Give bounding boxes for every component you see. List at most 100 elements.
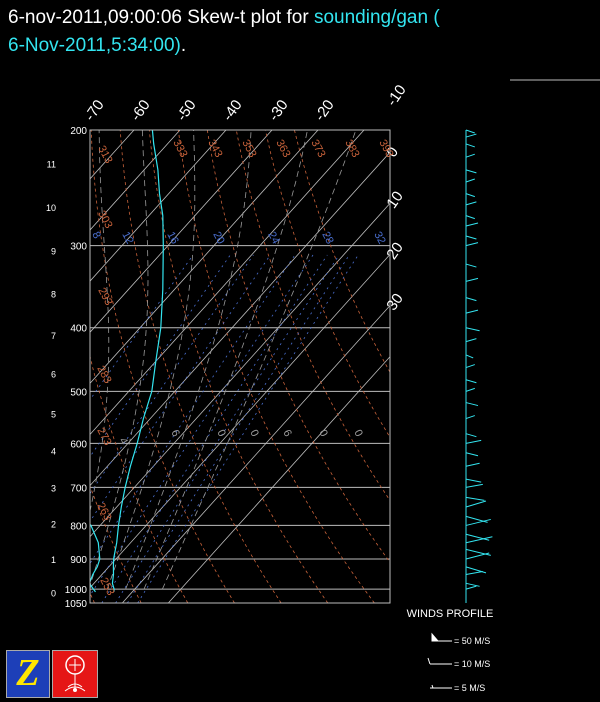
mixing-ratio-line: [90, 254, 194, 401]
wind-barb: [465, 297, 477, 302]
wind-barb: [465, 222, 479, 227]
wind-barb: [465, 518, 491, 526]
isotherm: [90, 130, 181, 231]
wind-barb: [465, 462, 480, 467]
isotherm: [122, 304, 390, 603]
pressure-tick-label: 800: [70, 521, 87, 532]
wind-profile: [465, 129, 493, 603]
dry-adiabat-label: 263: [94, 501, 113, 523]
wind-barb: [465, 143, 475, 148]
height-tick-label: 1: [51, 555, 56, 565]
wind-barb: [465, 242, 479, 247]
wind-barb: [465, 439, 482, 444]
mixing-ratio-line: [90, 254, 271, 523]
wind-barb: [465, 483, 483, 488]
mixing-ratio-label: 20: [210, 230, 226, 246]
wind-barb: [465, 354, 474, 359]
moist-adiabat-label: 0: [351, 428, 364, 439]
mixing-ratio-line: [101, 254, 328, 603]
height-tick-label: 2: [51, 520, 56, 530]
isotherm: [90, 130, 273, 333]
wind-barb: [465, 548, 491, 556]
dry-adiabat: [0, 130, 48, 603]
legend-heading: WINDS PROFILE: [407, 608, 494, 620]
legend-label-5: = 5 M/S: [454, 683, 485, 693]
mixing-ratio-label: 32: [371, 230, 387, 246]
moist-adiabat: [4, 130, 22, 589]
legend-barb-5-icon: [430, 684, 452, 689]
legend-label-50: = 50 M/S: [454, 636, 490, 646]
temperature-tick-label: -10: [383, 82, 409, 110]
height-tick-label: 8: [51, 290, 56, 300]
title-sounding-time: 6-Nov-2011,5:34:00): [8, 35, 181, 56]
pressure-tick-label: 400: [70, 324, 87, 335]
pressure-tick-label: 1050: [65, 599, 88, 610]
wind-barb: [465, 515, 488, 523]
title-date: 6-nov-2011,09:00:06 Skew-t plot for: [8, 7, 314, 28]
wind-barb: [465, 364, 475, 369]
height-tick-label: 5: [51, 409, 56, 419]
moist-adiabat: [31, 130, 46, 589]
z-logo-icon: Z: [6, 650, 50, 698]
dry-adiabat-label: 363: [273, 138, 292, 160]
moist-adiabat-label: 6: [168, 428, 181, 439]
dry-adiabat-label: 343: [205, 138, 224, 160]
dry-adiabat: [119, 130, 282, 603]
wind-barb: [465, 433, 477, 438]
pressure-tick-label: 700: [70, 483, 87, 494]
wind-barb: [465, 402, 479, 407]
title-period: .: [180, 35, 187, 56]
dry-adiabat: [265, 130, 390, 439]
wind-barb: [465, 201, 477, 206]
isotherm: [90, 130, 319, 384]
temperature-tick-label: 10: [383, 188, 406, 211]
height-tick-label: 10: [46, 203, 56, 213]
wind-barb: [465, 496, 485, 501]
height-tick-label: 9: [51, 246, 56, 256]
temperature-tick-label: 30: [383, 290, 406, 313]
wind-barb: [465, 582, 480, 587]
moist-adiabat: [106, 130, 196, 590]
dry-adiabat: [90, 354, 189, 603]
title-station: sounding/gan (: [313, 7, 440, 28]
legend-barb-10-icon: [427, 657, 452, 665]
wind-barb: [465, 193, 475, 198]
height-tick-label: 3: [51, 483, 56, 493]
dry-adiabat-label: 303: [95, 209, 114, 231]
dry-adiabat: [206, 130, 390, 564]
wind-barb: [465, 478, 482, 483]
moist-adiabat-label: 0: [247, 428, 260, 439]
dry-adiabat-label: 293: [95, 286, 114, 308]
dry-adiabat-label: 373: [308, 138, 327, 160]
pressure-tick-label: 500: [70, 387, 87, 398]
wind-barb: [465, 338, 477, 343]
pressure-tick-label: 1000: [65, 585, 88, 596]
isotherm: [90, 151, 390, 487]
wind-barb: [465, 169, 477, 174]
legend-label-10: = 10 M/S: [454, 659, 490, 669]
temperature-tick-label: -20: [311, 97, 337, 125]
mixing-ratio-line: [90, 254, 314, 597]
dry-adiabat: [177, 130, 375, 603]
wind-barb: [465, 387, 475, 392]
dry-adiabat-label: 273: [94, 426, 113, 448]
mixing-ratio-label: 28: [319, 230, 335, 246]
wind-barb: [465, 327, 480, 332]
moist-adiabat: [125, 130, 252, 590]
wind-barb: [465, 178, 475, 183]
page-title: 6-nov-2011,09:00:06 Skew-t plot for soun…: [8, 4, 593, 60]
temperature-tick-label: -70: [81, 97, 107, 125]
mixing-ratio-label: 24: [265, 230, 281, 246]
legend-symbol-10: = 10 M/S: [427, 657, 490, 669]
height-tick-label: 4: [51, 446, 56, 456]
height-tick-label: 6: [51, 370, 56, 380]
height-tick-label: 11: [47, 160, 56, 170]
temperature-tick-label: -60: [127, 97, 153, 125]
wind-barb: [465, 129, 475, 134]
temperature-tick-label: -50: [173, 97, 199, 125]
pressure-tick-label: 600: [70, 439, 87, 450]
dry-adiabat-label: 313: [95, 144, 114, 166]
wind-barb: [465, 235, 477, 240]
dry-adiabat: [0, 130, 1, 603]
